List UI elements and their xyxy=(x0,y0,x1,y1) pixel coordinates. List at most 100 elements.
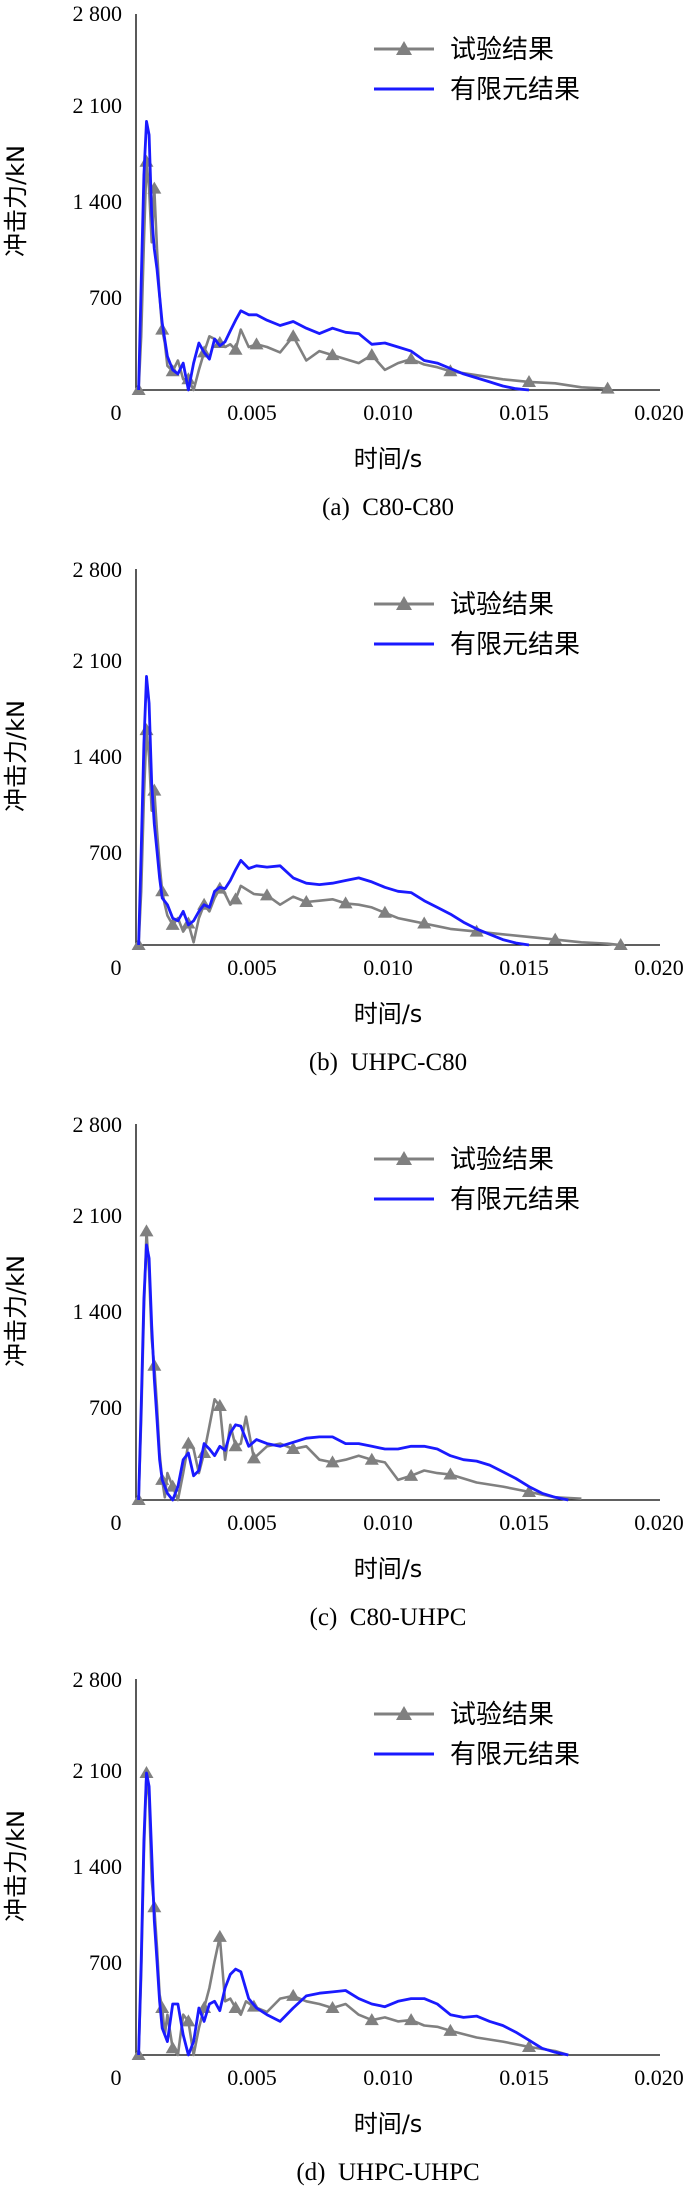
x-axis-label: 时间/s xyxy=(354,2110,423,2138)
x-tick-label: 0.005 xyxy=(227,400,277,425)
y-tick-label: 2 800 xyxy=(73,557,123,582)
plot-area xyxy=(131,1224,582,1505)
x-tick-label: 0.010 xyxy=(363,955,413,980)
y-tick-label: 2 800 xyxy=(73,1,123,26)
x-tick-label: 0.020 xyxy=(634,955,684,980)
x-tick-label: 0 xyxy=(111,1510,122,1535)
legend-label-fem: 有限元结果 xyxy=(450,75,580,105)
series-line-fem xyxy=(137,1243,569,1502)
series-marker-triangle xyxy=(522,374,536,387)
y-tick-label: 1 400 xyxy=(73,1299,123,1324)
legend-marker-triangle xyxy=(396,1151,412,1165)
series-marker-triangle xyxy=(155,2001,170,2013)
series-marker-triangle xyxy=(212,1399,227,1411)
panel-caption: (b) UHPC-C80 xyxy=(309,1049,467,1076)
y-axis-label: 冲击力/kN xyxy=(2,700,30,812)
x-axis-label: 时间/s xyxy=(354,445,423,473)
chart-panel-a: 冲击力/kN 2 800 2 100 1 400 700 0 0.005 0.0… xyxy=(2,1,684,521)
y-tick-label: 1 400 xyxy=(73,744,123,769)
series-marker-triangle xyxy=(404,352,419,365)
series-marker-triangle xyxy=(613,938,628,950)
series-marker-triangle xyxy=(228,1439,243,1452)
series-line-test xyxy=(137,1230,582,1502)
series-marker-triangle xyxy=(286,1441,301,1454)
series-marker-triangle xyxy=(338,896,353,909)
series-marker-triangle xyxy=(325,1455,340,1468)
y-axis-label: 冲击力/kN xyxy=(2,1810,30,1922)
series-marker-triangle xyxy=(548,932,563,945)
series-marker-triangle xyxy=(443,2023,458,2036)
x-tick-label: 0.005 xyxy=(227,955,277,980)
y-tick-label: 700 xyxy=(89,1395,122,1420)
chart-panel-c: 冲击力/kN 2 800 2 100 1 400 700 0 0.005 0.0… xyxy=(2,1112,684,1631)
series-marker-triangle xyxy=(364,2013,379,2026)
x-tick-label: 0.020 xyxy=(634,400,684,425)
series-marker-triangle xyxy=(364,348,379,361)
series-line-fem xyxy=(137,675,530,947)
series-marker-triangle xyxy=(147,783,162,796)
y-tick-label: 2 800 xyxy=(73,1112,123,1137)
y-tick-label: 700 xyxy=(89,1950,122,1975)
series-marker-triangle xyxy=(325,348,340,361)
x-axis-label: 时间/s xyxy=(354,1555,423,1583)
x-tick-label: 0.015 xyxy=(499,400,549,425)
plot-area xyxy=(131,120,615,395)
series-marker-triangle xyxy=(228,892,243,905)
legend-label-test: 试验结果 xyxy=(450,1145,554,1175)
series-marker-triangle xyxy=(325,2001,340,2013)
x-tick-label: 0.020 xyxy=(634,2065,684,2090)
x-tick-label: 0.015 xyxy=(499,1510,549,1535)
series-marker-triangle xyxy=(522,1484,536,1497)
x-axis-label: 时间/s xyxy=(354,1000,423,1028)
x-tick-label: 0 xyxy=(111,400,122,425)
series-marker-triangle xyxy=(212,1929,227,1942)
legend-label-fem: 有限元结果 xyxy=(450,1740,580,1770)
series-marker-triangle xyxy=(286,329,301,342)
series-marker-triangle xyxy=(377,905,392,918)
series-line-test xyxy=(137,728,621,947)
legend-marker-triangle xyxy=(396,1706,412,1720)
y-tick-label: 2 100 xyxy=(73,93,123,118)
legend-marker-triangle xyxy=(396,41,412,55)
series-marker-triangle xyxy=(443,364,458,377)
legend-label-test: 试验结果 xyxy=(450,35,554,65)
panel-caption: (d) UHPC-UHPC xyxy=(296,2159,479,2186)
series-marker-triangle xyxy=(299,895,314,908)
x-tick-label: 0 xyxy=(111,955,122,980)
panel-caption: (c) C80-UHPC xyxy=(310,1604,467,1631)
x-tick-label: 0 xyxy=(111,2065,122,2090)
y-tick-label: 700 xyxy=(89,840,122,865)
x-tick-label: 0.005 xyxy=(227,1510,277,1535)
y-tick-label: 1 400 xyxy=(73,1854,123,1879)
y-tick-label: 2 100 xyxy=(73,1203,123,1228)
x-tick-label: 0.015 xyxy=(499,955,549,980)
series-marker-triangle xyxy=(443,1467,458,1480)
x-tick-label: 0.020 xyxy=(634,1510,684,1535)
series-marker-triangle xyxy=(246,1451,261,1464)
series-line-fem xyxy=(137,1771,569,2057)
x-tick-label: 0.010 xyxy=(363,1510,413,1535)
series-marker-triangle xyxy=(417,916,432,929)
series-marker-triangle xyxy=(249,337,264,350)
legend-label-test: 试验结果 xyxy=(450,590,554,620)
series-marker-triangle xyxy=(228,342,243,355)
x-tick-label: 0.015 xyxy=(499,2065,549,2090)
legend-label-fem: 有限元结果 xyxy=(450,630,580,660)
series-marker-triangle xyxy=(286,1988,301,2001)
y-tick-label: 2 800 xyxy=(73,1667,123,1692)
plot-area xyxy=(131,675,628,950)
y-tick-label: 2 100 xyxy=(73,648,123,673)
series-marker-triangle xyxy=(404,1468,419,1481)
plot-area xyxy=(131,1766,569,2060)
y-tick-label: 2 100 xyxy=(73,1758,123,1783)
y-axis-label: 冲击力/kN xyxy=(2,145,30,257)
series-marker-triangle xyxy=(228,2001,243,2013)
series-marker-triangle xyxy=(165,2041,180,2054)
x-tick-label: 0.010 xyxy=(363,400,413,425)
series-marker-triangle xyxy=(165,917,180,930)
legend-label-fem: 有限元结果 xyxy=(450,1185,580,1215)
chart-panel-b: 冲击力/kN 2 800 2 100 1 400 700 0 0.005 0.0… xyxy=(2,557,684,1076)
legend-label-test: 试验结果 xyxy=(450,1700,554,1730)
y-tick-label: 1 400 xyxy=(73,189,123,214)
